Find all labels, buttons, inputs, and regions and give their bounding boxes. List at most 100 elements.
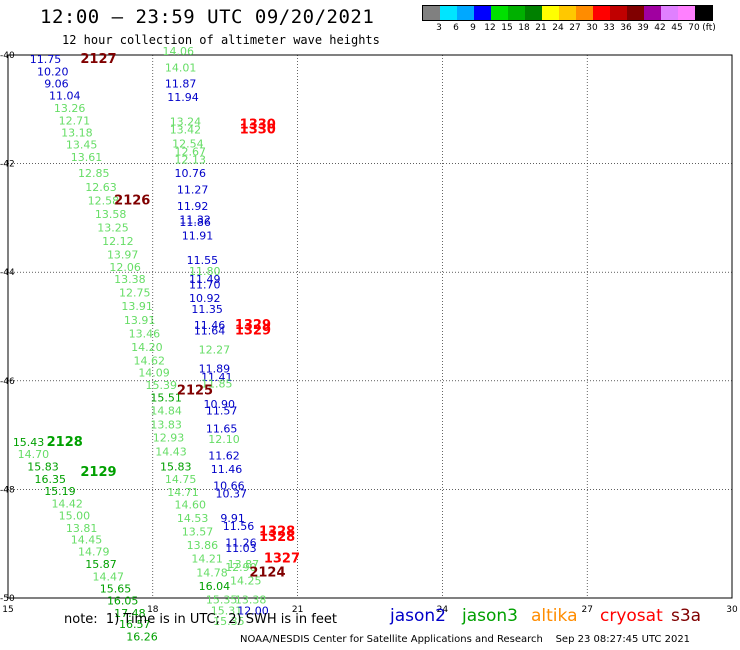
wave-height-value: 16.35 <box>35 473 66 486</box>
legend-swatch-21 <box>525 6 542 20</box>
wave-height-value: 12.54 <box>172 137 204 150</box>
wave-height-value: 13.24 <box>170 116 202 129</box>
legend-swatch-15 <box>491 6 508 20</box>
wave-height-value: 15.65 <box>100 583 132 596</box>
wave-height-value: 12.13 <box>175 154 207 167</box>
wave-height-value: 14.53 <box>177 512 209 525</box>
wave-height-value: 11.55 <box>187 254 219 267</box>
map-frame <box>7 54 733 599</box>
wave-height-value: 15.35 <box>213 615 245 628</box>
legend-label-9: 9 <box>470 23 476 33</box>
legend-label-24: 24 <box>552 23 564 33</box>
wave-height-value: 12.71 <box>59 115 91 128</box>
wave-height-value: 15.51 <box>150 391 182 404</box>
wave-height-value: 11.57 <box>206 404 238 417</box>
wave-height-value: 13.87 <box>228 558 260 571</box>
wave-height-value: 11.41 <box>201 371 233 384</box>
satellite-s3a: s3a <box>671 606 702 626</box>
wave-height-value: 14.25 <box>230 574 262 587</box>
wave-height-value: 11.75 <box>30 53 62 66</box>
legend-swatch-30 <box>576 6 593 20</box>
lon-tick-label: 18 <box>147 605 159 615</box>
wave-height-value: 16.05 <box>107 595 138 608</box>
legend-label-3: 3 <box>436 23 442 33</box>
legend-label-39: 39 <box>637 23 649 33</box>
wave-height-value: 11.70 <box>189 278 221 291</box>
track-number: 1327 <box>264 552 300 567</box>
color-legend: 3 6 9 12 15 18 21 24 27 30 33 36 39 42 45 70 (ft) <box>422 5 716 35</box>
wave-height-value: 13.91 <box>121 300 153 313</box>
wave-height-value: 11.86 <box>179 216 211 229</box>
legend-label-36: 36 <box>620 23 632 33</box>
wave-height-value: 11.85 <box>201 377 233 390</box>
satellite-cryosat: cryosat <box>600 606 663 626</box>
lat-tick-label: -40 <box>0 51 15 61</box>
wave-height-value: 14.70 <box>18 448 50 461</box>
track-number: 1329 <box>235 318 271 333</box>
wave-height-value: 11.35 <box>191 303 223 316</box>
wave-height-value: 11.87 <box>165 78 197 91</box>
wave-height-value: 13.38 <box>114 273 146 286</box>
wave-height-value: 12.58 <box>88 194 120 207</box>
wave-height-value: 12.27 <box>199 344 231 357</box>
legend-swatch-6 <box>440 6 457 20</box>
lon-tick-label: 24 <box>437 605 449 615</box>
wave-height-value: 14.62 <box>133 355 165 368</box>
wave-height-value: 15.00 <box>59 509 91 522</box>
wave-height-value: 9.06 <box>44 78 68 91</box>
wave-height-value: 11.56 <box>223 520 255 533</box>
wave-height-value: 13.46 <box>129 327 161 340</box>
legend-label-70: 70 <box>688 23 700 33</box>
track-number: 2126 <box>114 193 150 208</box>
wave-height-value: 11.04 <box>49 90 81 103</box>
wave-height-value: 10.66 <box>213 479 245 492</box>
wave-height-value: 14.75 <box>165 473 197 486</box>
lat-tick-label: -50 <box>0 594 15 604</box>
wave-height-value: 11.65 <box>206 422 238 435</box>
legend-label-18: 18 <box>518 23 530 33</box>
lon-tick-label: 21 <box>292 605 303 615</box>
wave-height-value: 12.67 <box>175 145 207 158</box>
wave-height-value: 10.20 <box>37 66 69 79</box>
wave-height-value: 11.03 <box>225 542 257 555</box>
wave-height-value: 14.47 <box>92 571 124 584</box>
wave-height-value: 10.90 <box>203 398 235 411</box>
legend-swatch-3 <box>423 6 440 20</box>
wave-height-value: 16.57 <box>119 618 151 631</box>
legend-label-33: 33 <box>603 23 615 33</box>
wave-height-value: 10.92 <box>189 292 221 305</box>
wave-height-value: 13.25 <box>97 221 129 234</box>
legend-swatch-9 <box>457 6 474 20</box>
track-number: 2128 <box>47 435 83 450</box>
wave-height-value: 13.91 <box>124 314 156 327</box>
legend-label-27: 27 <box>569 23 581 33</box>
wave-height-value: 16.04 <box>199 580 231 593</box>
lat-tick-label: -44 <box>0 268 15 278</box>
wave-height-value: 15.31 <box>211 604 243 617</box>
wave-height-value: 11.64 <box>194 325 226 338</box>
wave-height-value: 13.26 <box>54 102 86 115</box>
wave-height-value: 13.86 <box>187 539 219 552</box>
wave-height-value: 13.45 <box>66 138 98 151</box>
wave-height-value: 12.12 <box>102 235 133 248</box>
lat-tick-label: -46 <box>0 377 15 387</box>
wave-height-value: 14.09 <box>138 366 170 379</box>
track-number: 1328 <box>259 525 295 540</box>
wave-height-value: 11.94 <box>167 91 199 104</box>
wave-height-value: 11.46 <box>211 463 243 476</box>
wave-height-value: 11.92 <box>177 200 209 213</box>
legend-swatch-27 <box>559 6 576 20</box>
wave-height-value: 12.93 <box>153 432 185 445</box>
wave-height-value: 12.85 <box>78 167 110 180</box>
track-number: 2127 <box>80 52 116 67</box>
wave-height-value: 12.75 <box>119 287 151 300</box>
units-note: note: 1) Time is in UTC; 2) SWH is in fe… <box>64 612 337 627</box>
wave-height-value: 14.84 <box>150 404 182 417</box>
legend-label-12: 12 <box>484 23 496 33</box>
track-number: 2129 <box>80 465 116 480</box>
wave-height-value: 11.89 <box>199 363 231 376</box>
legend-label-45: 45 <box>671 23 683 33</box>
legend-swatch-45 <box>661 6 678 20</box>
wave-height-value: 10.37 <box>216 488 248 501</box>
